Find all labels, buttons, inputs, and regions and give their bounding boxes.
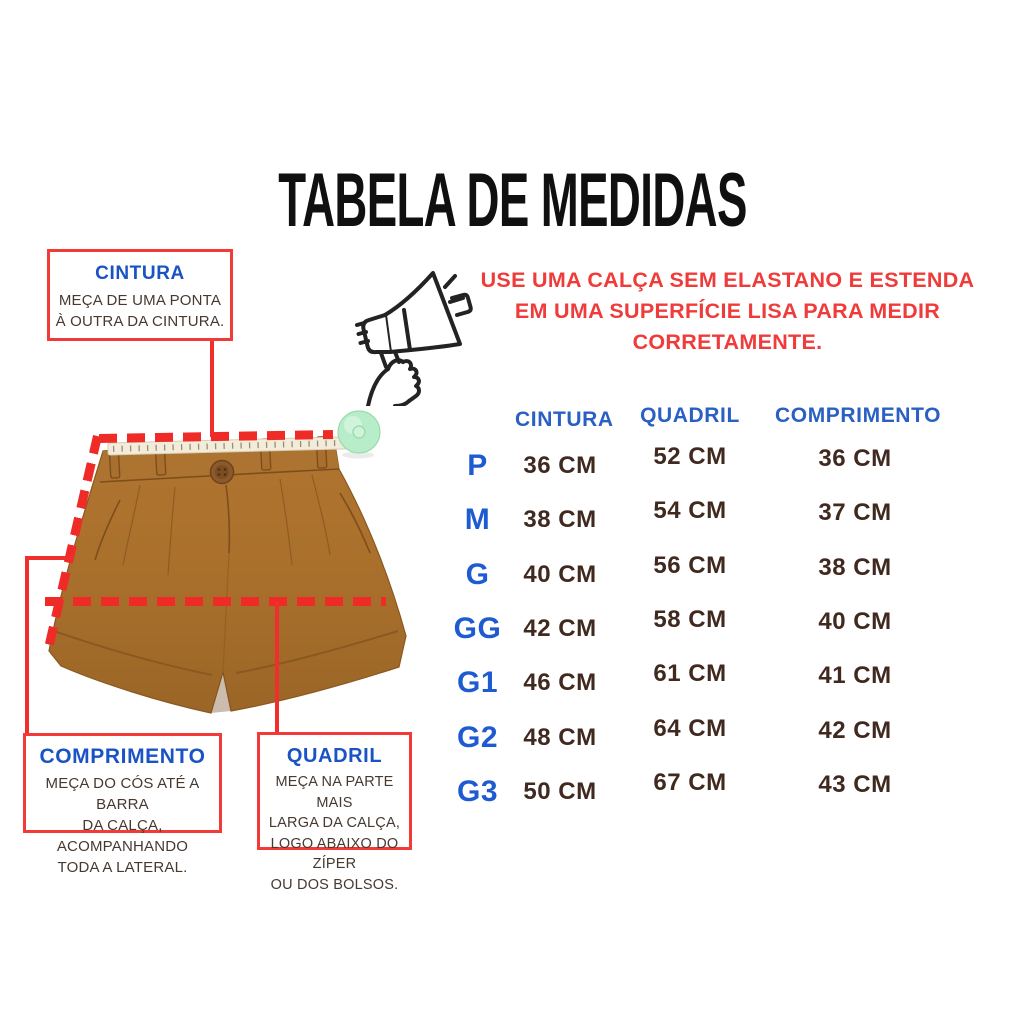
table-row: P 36 CM 52 CM 36 CM — [440, 439, 1000, 493]
size-label: G1 — [456, 666, 499, 700]
cintura-value: 50 CM — [523, 777, 597, 805]
waist-button — [209, 459, 235, 485]
comprimento-value: 40 CM — [818, 608, 892, 636]
callout-quadril-body: MEÇA NA PARTE MAIS LARGA DA CALÇA, LOGO … — [268, 774, 401, 893]
column-header-comprimento: COMPRIMENTO — [775, 404, 942, 427]
callout-comprimento-body: MEÇA DO CÓS ATÉ A BARRA DA CALÇA, ACOMPA… — [45, 775, 200, 876]
table-row: G1 46 CM 61 CM 41 CM — [440, 656, 1000, 710]
size-table-rows: P 36 CM 52 CM 36 CM M 38 CM 54 CM 37 CM … — [440, 439, 1000, 819]
table-row: GG 42 CM 58 CM 40 CM — [440, 602, 1000, 656]
callout-quadril: QUADRIL MEÇA NA PARTE MAIS LARGA DA CALÇ… — [257, 732, 412, 893]
pleat-creases — [122, 474, 331, 576]
cintura-value: 40 CM — [523, 560, 597, 588]
column-header-cintura: CINTURA — [515, 408, 614, 431]
comprimento-value: 36 CM — [818, 445, 892, 473]
size-label: M — [464, 503, 491, 537]
table-row: G 40 CM 56 CM 38 CM — [440, 548, 1000, 602]
measuring-instructions: USE UMA CALÇA SEM ELASTANO E ESTENDA EM … — [480, 268, 975, 354]
column-header-quadril: QUADRIL — [640, 404, 740, 427]
quadril-value: 56 CM — [653, 551, 727, 579]
callout-cintura: CINTURA MEÇA DE UMA PONTA À OUTRA DA CIN… — [47, 249, 233, 341]
callout-quadril-title: QUADRIL — [286, 745, 383, 767]
quadril-value: 54 CM — [653, 497, 727, 525]
comprimento-value: 43 CM — [818, 770, 892, 798]
comprimento-value: 37 CM — [818, 499, 892, 527]
table-row: M 38 CM 54 CM 37 CM — [440, 493, 1000, 547]
quadril-value: 64 CM — [653, 714, 727, 742]
size-label: GG — [453, 612, 502, 646]
hip-measure-dashes — [45, 597, 386, 606]
megaphone-icon — [355, 271, 473, 406]
quadril-value: 67 CM — [653, 768, 727, 796]
quadril-value: 52 CM — [653, 443, 727, 471]
quadril-value: 58 CM — [653, 606, 727, 634]
cintura-value: 48 CM — [523, 723, 597, 751]
quadril-connector-line — [275, 601, 279, 732]
comprimento-value: 41 CM — [818, 662, 892, 690]
cuffs — [53, 630, 399, 676]
callout-cintura-title: CINTURA — [95, 263, 185, 284]
measuring-tape-reel — [337, 410, 381, 459]
table-row: G3 50 CM 67 CM 43 CM — [440, 765, 1000, 819]
size-label: G — [465, 557, 490, 591]
shorts-photo — [48, 410, 407, 714]
quadril-value: 61 CM — [653, 660, 727, 688]
callout-cintura-body: MEÇA DE UMA PONTA À OUTRA DA CINTURA. — [55, 292, 225, 330]
size-label: G3 — [456, 774, 499, 808]
comprimento-connector-horizontal — [25, 556, 74, 560]
size-label: G2 — [456, 720, 499, 754]
comprimento-connector-vertical — [25, 556, 29, 734]
callout-comprimento: COMPRIMENTO MEÇA DO CÓS ATÉ A BARRA DA C… — [23, 733, 222, 876]
callout-comprimento-title: COMPRIMENTO — [39, 745, 206, 768]
side-pockets — [94, 492, 371, 561]
page-title: TABELA DE MEDIDAS — [277, 158, 747, 243]
cintura-value: 42 CM — [523, 615, 597, 643]
cintura-value: 38 CM — [523, 506, 597, 534]
cintura-connector-line — [210, 341, 214, 437]
comprimento-value: 42 CM — [818, 716, 892, 744]
cintura-value: 36 CM — [523, 452, 597, 480]
cintura-value: 46 CM — [523, 669, 597, 697]
size-label: P — [467, 449, 488, 483]
size-table-header: CINTURA QUADRIL COMPRIMENTO — [440, 404, 1000, 431]
table-row: G2 48 CM 64 CM 42 CM — [440, 710, 1000, 764]
comprimento-value: 38 CM — [818, 553, 892, 581]
